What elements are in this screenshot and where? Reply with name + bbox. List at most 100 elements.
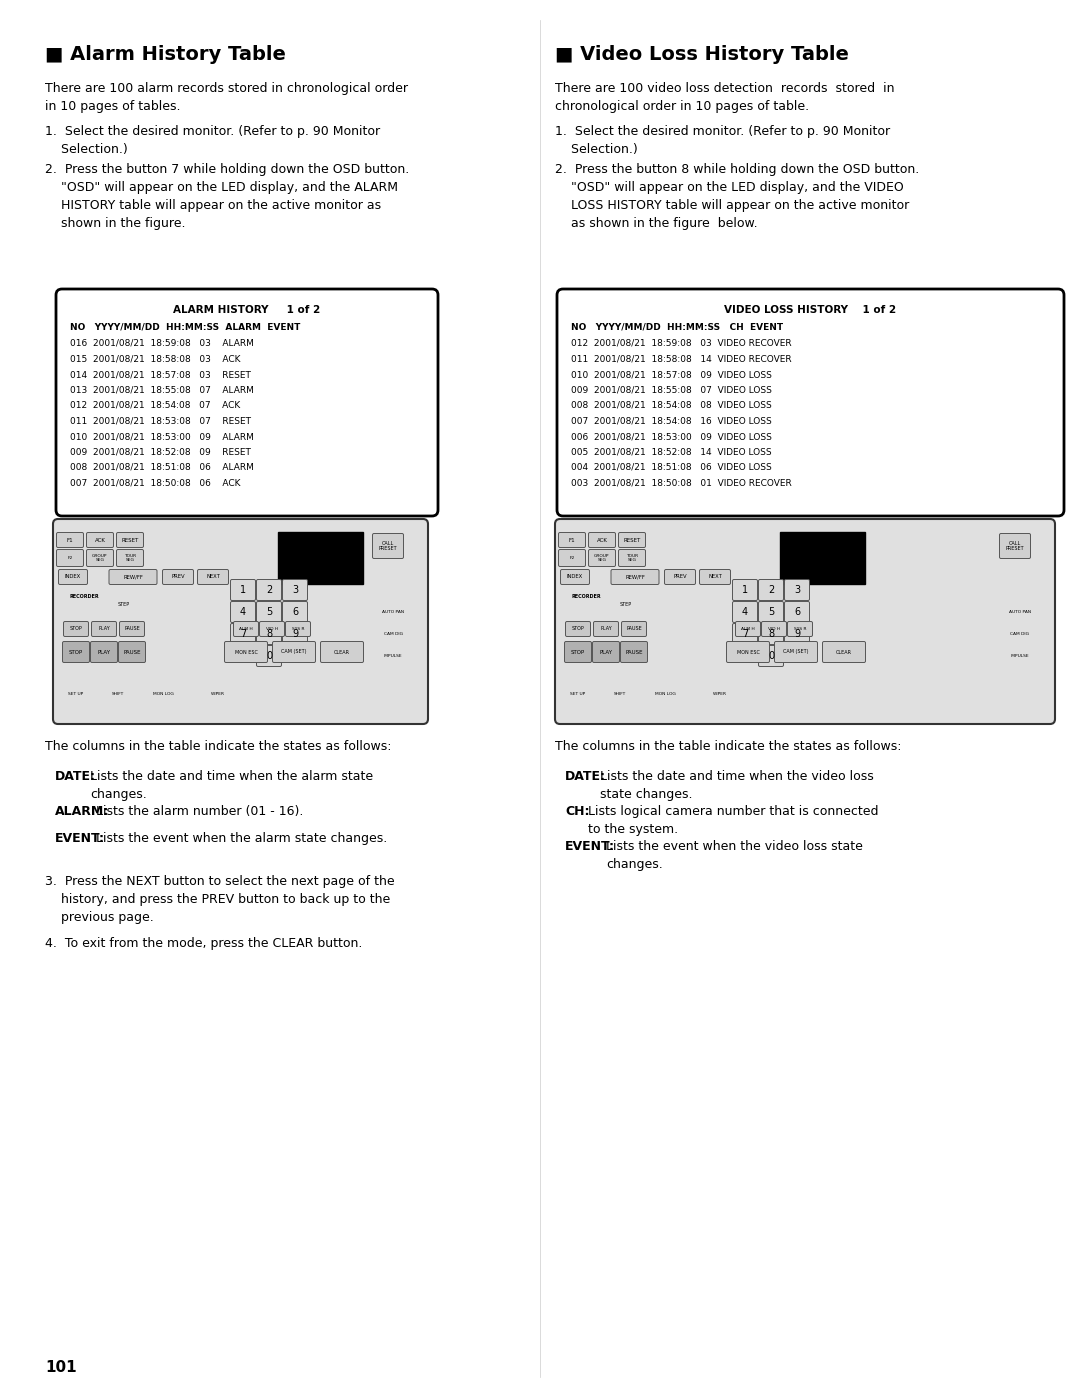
Text: 4: 4: [240, 608, 246, 617]
Text: 4.  To exit from the mode, press the CLEAR button.: 4. To exit from the mode, press the CLEA…: [45, 937, 363, 950]
Text: PAUSE: PAUSE: [625, 650, 643, 655]
Text: 006  2001/08/21  18:53:00   09  VIDEO LOSS: 006 2001/08/21 18:53:00 09 VIDEO LOSS: [571, 432, 772, 441]
Text: 2: 2: [768, 585, 774, 595]
Text: CAM (SET): CAM (SET): [783, 650, 809, 655]
Text: VID H: VID H: [266, 627, 278, 631]
FancyBboxPatch shape: [619, 549, 646, 567]
Text: 1.  Select the desired monitor. (Refer to p. 90 Monitor
    Selection.): 1. Select the desired monitor. (Refer to…: [45, 124, 380, 156]
FancyBboxPatch shape: [784, 602, 810, 623]
FancyBboxPatch shape: [758, 623, 783, 644]
FancyBboxPatch shape: [91, 641, 118, 662]
Text: PLAY: PLAY: [98, 626, 110, 631]
Text: ALM H: ALM H: [239, 627, 253, 631]
FancyBboxPatch shape: [53, 520, 428, 724]
Text: STEP: STEP: [620, 602, 632, 606]
Text: F1: F1: [569, 538, 576, 542]
Text: STEP: STEP: [118, 602, 130, 606]
FancyBboxPatch shape: [58, 570, 87, 584]
FancyBboxPatch shape: [784, 623, 810, 644]
Text: STOP: STOP: [571, 650, 585, 655]
Text: CLEAR: CLEAR: [836, 650, 852, 655]
FancyBboxPatch shape: [732, 580, 757, 601]
FancyBboxPatch shape: [619, 532, 646, 548]
Text: ACK: ACK: [596, 538, 607, 542]
FancyBboxPatch shape: [621, 641, 648, 662]
Text: 009  2001/08/21  18:52:08   09    RESET: 009 2001/08/21 18:52:08 09 RESET: [70, 447, 251, 457]
Text: 0: 0: [266, 651, 272, 661]
Text: 5: 5: [266, 608, 272, 617]
FancyBboxPatch shape: [321, 641, 364, 662]
FancyBboxPatch shape: [56, 549, 83, 567]
FancyBboxPatch shape: [259, 622, 284, 637]
Text: PLAY: PLAY: [97, 650, 110, 655]
Text: 4: 4: [742, 608, 748, 617]
Text: ACK: ACK: [95, 538, 106, 542]
Text: ALARM HISTORY     1 of 2: ALARM HISTORY 1 of 2: [174, 305, 321, 314]
Text: STOP: STOP: [69, 650, 83, 655]
Text: CALL
PRESET: CALL PRESET: [379, 541, 397, 552]
FancyBboxPatch shape: [823, 641, 865, 662]
FancyBboxPatch shape: [774, 641, 818, 662]
FancyBboxPatch shape: [758, 580, 783, 601]
Text: 012  2001/08/21  18:54:08   07    ACK: 012 2001/08/21 18:54:08 07 ACK: [70, 401, 240, 409]
FancyBboxPatch shape: [732, 623, 757, 644]
Text: Lists the date and time when the alarm state
changes.: Lists the date and time when the alarm s…: [90, 770, 373, 800]
FancyBboxPatch shape: [257, 645, 282, 666]
FancyBboxPatch shape: [565, 641, 592, 662]
Text: Lists the event when the alarm state changes.: Lists the event when the alarm state cha…: [96, 833, 388, 845]
Text: SHIFT: SHIFT: [112, 692, 124, 696]
Text: The columns in the table indicate the states as follows:: The columns in the table indicate the st…: [555, 740, 902, 753]
FancyBboxPatch shape: [732, 602, 757, 623]
FancyBboxPatch shape: [257, 602, 282, 623]
Text: ALARM:: ALARM:: [55, 805, 109, 819]
FancyBboxPatch shape: [727, 641, 769, 662]
FancyBboxPatch shape: [621, 622, 647, 637]
FancyBboxPatch shape: [784, 580, 810, 601]
Text: NEXT: NEXT: [708, 574, 721, 580]
Text: PAUSE: PAUSE: [123, 650, 140, 655]
FancyBboxPatch shape: [109, 570, 157, 584]
FancyBboxPatch shape: [64, 622, 89, 637]
FancyBboxPatch shape: [611, 570, 659, 584]
Text: DATE:: DATE:: [55, 770, 96, 782]
Text: NEXT: NEXT: [206, 574, 220, 580]
Text: RECORDER: RECORDER: [70, 594, 99, 598]
Text: PLAY: PLAY: [600, 626, 612, 631]
FancyBboxPatch shape: [373, 534, 404, 559]
Text: IMPULSE: IMPULSE: [383, 654, 403, 658]
Text: WIPER: WIPER: [211, 692, 225, 696]
Text: 101: 101: [45, 1361, 77, 1375]
FancyBboxPatch shape: [283, 623, 308, 644]
Text: TOUR
SEG: TOUR SEG: [124, 553, 136, 563]
Text: F1: F1: [67, 538, 73, 542]
Text: AUTO PAN: AUTO PAN: [1009, 610, 1031, 615]
Text: TOUR
SEG: TOUR SEG: [626, 553, 638, 563]
Text: CAM DIG: CAM DIG: [1011, 631, 1029, 636]
FancyBboxPatch shape: [117, 549, 144, 567]
Text: CLEAR: CLEAR: [334, 650, 350, 655]
Text: ■ Alarm History Table: ■ Alarm History Table: [45, 45, 286, 64]
FancyBboxPatch shape: [593, 641, 620, 662]
Text: 7: 7: [240, 629, 246, 638]
FancyBboxPatch shape: [285, 622, 311, 637]
Text: GROUP
SEG: GROUP SEG: [92, 553, 108, 563]
Text: PREV: PREV: [172, 574, 185, 580]
Text: 004  2001/08/21  18:51:08   06  VIDEO LOSS: 004 2001/08/21 18:51:08 06 VIDEO LOSS: [571, 462, 772, 472]
FancyBboxPatch shape: [162, 570, 193, 584]
Text: PAUSE: PAUSE: [626, 626, 642, 631]
Text: ALM H: ALM H: [741, 627, 755, 631]
FancyBboxPatch shape: [117, 532, 144, 548]
Text: STOP: STOP: [69, 626, 82, 631]
Text: 9: 9: [292, 629, 298, 638]
Text: RESET: RESET: [121, 538, 138, 542]
FancyBboxPatch shape: [225, 641, 268, 662]
Text: 6: 6: [292, 608, 298, 617]
FancyBboxPatch shape: [589, 532, 616, 548]
Text: 7: 7: [742, 629, 748, 638]
Text: 010  2001/08/21  18:57:08   09  VIDEO LOSS: 010 2001/08/21 18:57:08 09 VIDEO LOSS: [571, 370, 772, 379]
Text: SET UP: SET UP: [68, 692, 83, 696]
FancyBboxPatch shape: [86, 549, 113, 567]
FancyBboxPatch shape: [555, 520, 1055, 724]
Text: GROUP
SEG: GROUP SEG: [594, 553, 610, 563]
Text: INDEX: INDEX: [65, 574, 81, 580]
